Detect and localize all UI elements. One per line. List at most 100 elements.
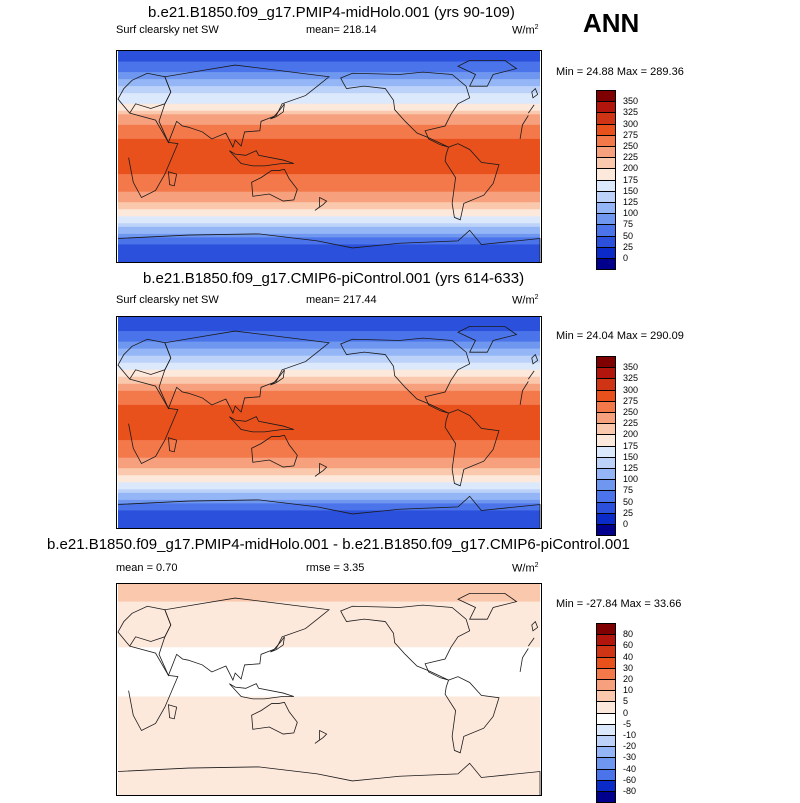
colorbar-tick-label: -60 bbox=[623, 774, 637, 785]
field-band bbox=[118, 121, 540, 126]
field-band bbox=[118, 447, 540, 452]
field-band bbox=[118, 633, 540, 638]
field-band bbox=[118, 219, 540, 224]
coastline-madagascar bbox=[167, 704, 178, 720]
field-band bbox=[118, 394, 540, 399]
field-band bbox=[118, 752, 540, 757]
field-band bbox=[118, 152, 540, 158]
field-band bbox=[118, 759, 540, 764]
field-band bbox=[118, 619, 540, 624]
field-band bbox=[118, 100, 540, 105]
coastline-uk bbox=[531, 353, 539, 365]
field-band bbox=[118, 373, 540, 378]
field-band bbox=[118, 230, 540, 235]
panel-3-minmax: Min = -27.84 Max = 33.66 bbox=[556, 598, 682, 610]
colorbar-tick-label: 10 bbox=[623, 685, 634, 696]
field-band bbox=[118, 647, 540, 652]
field-band bbox=[118, 191, 540, 196]
colorbar-tick-label: 325 bbox=[623, 107, 639, 118]
field-band bbox=[118, 195, 540, 200]
coastline-uk bbox=[531, 87, 539, 99]
colorbar-tick-label: 150 bbox=[623, 451, 639, 462]
panel-1-title: b.e21.B1850.f09_g17.PMIP4-midHolo.001 (y… bbox=[148, 4, 515, 21]
panel-1-units: W/m2 bbox=[512, 24, 539, 37]
field-band bbox=[118, 177, 540, 182]
colorbar-tick-label: -40 bbox=[623, 763, 637, 774]
field-band bbox=[118, 612, 540, 617]
colorbar-tick-label: 350 bbox=[623, 96, 639, 107]
field-band bbox=[118, 728, 540, 733]
field-band bbox=[118, 650, 540, 655]
field-band bbox=[118, 359, 540, 364]
coastline-australia bbox=[251, 434, 298, 468]
panel-2-minmax: Min = 24.04 Max = 290.09 bbox=[556, 330, 684, 342]
field-band bbox=[118, 145, 540, 151]
field-band bbox=[118, 738, 540, 743]
field-band bbox=[118, 334, 540, 339]
colorbar-tick-label: -10 bbox=[623, 730, 637, 740]
field-band bbox=[118, 237, 540, 242]
field-band bbox=[118, 766, 540, 771]
field-band bbox=[118, 51, 540, 56]
panel-1-variable: Surf clearsky net SW bbox=[116, 24, 219, 36]
field-band bbox=[118, 707, 540, 712]
coastline-antarctica bbox=[117, 762, 541, 795]
field-band bbox=[118, 689, 540, 694]
field-band bbox=[118, 668, 540, 673]
field-band bbox=[118, 338, 540, 343]
coastline-japan bbox=[270, 103, 285, 120]
colorbar-tick-label: 50 bbox=[623, 230, 634, 241]
field-band bbox=[118, 317, 540, 322]
colorbar-tick-label: 275 bbox=[623, 129, 639, 140]
colorbar-swatch bbox=[596, 258, 616, 271]
panel-3-mean: mean = 0.70 bbox=[116, 562, 178, 574]
field-band bbox=[118, 443, 540, 448]
field-band bbox=[118, 626, 540, 631]
field-band bbox=[118, 671, 540, 677]
coastline-africa bbox=[128, 112, 529, 199]
field-band bbox=[118, 216, 540, 221]
panel-2-map bbox=[116, 316, 542, 529]
coastline-new-zealand bbox=[314, 196, 328, 211]
field-band bbox=[118, 212, 540, 217]
field-band bbox=[118, 735, 540, 740]
field-band bbox=[118, 93, 540, 98]
field-band bbox=[118, 513, 540, 519]
coastline-madagascar bbox=[167, 171, 178, 187]
field-band bbox=[118, 429, 540, 434]
field-band bbox=[118, 675, 540, 680]
field-band bbox=[118, 61, 540, 66]
coastline-asia bbox=[158, 597, 330, 682]
field-band bbox=[118, 142, 540, 147]
field-band bbox=[118, 369, 540, 374]
field-band bbox=[118, 380, 540, 385]
field-band bbox=[118, 724, 540, 729]
coastline-australia bbox=[251, 701, 298, 735]
coastline-south-america bbox=[444, 676, 500, 754]
field-band bbox=[118, 341, 540, 346]
colorbar-tick-label: 0 bbox=[623, 253, 629, 263]
field-band bbox=[118, 517, 540, 522]
field-band bbox=[118, 485, 540, 490]
colorbar-tick-label: 60 bbox=[623, 640, 634, 651]
field-band bbox=[118, 629, 540, 634]
colorbar-tick-label: 30 bbox=[623, 662, 634, 673]
field-band bbox=[118, 661, 540, 666]
field-band bbox=[118, 605, 540, 610]
colorbar-tick-label: 250 bbox=[623, 141, 639, 151]
field-band bbox=[118, 114, 540, 119]
field-band bbox=[118, 408, 540, 413]
coastline-antarctica bbox=[117, 495, 541, 528]
colorbar-tick-label: -30 bbox=[623, 752, 637, 763]
field-band bbox=[118, 68, 540, 73]
field-band bbox=[118, 721, 540, 726]
field-band bbox=[118, 58, 540, 63]
field-band bbox=[118, 86, 540, 91]
field-band bbox=[118, 156, 540, 161]
field-band bbox=[118, 749, 540, 754]
panel-2-variable: Surf clearsky net SW bbox=[116, 294, 219, 306]
colorbar-tick-label: 300 bbox=[623, 384, 639, 395]
field-band bbox=[118, 450, 540, 455]
colorbar-tick-label: 80 bbox=[623, 629, 634, 640]
colorbar-tick-label: 75 bbox=[623, 485, 634, 496]
